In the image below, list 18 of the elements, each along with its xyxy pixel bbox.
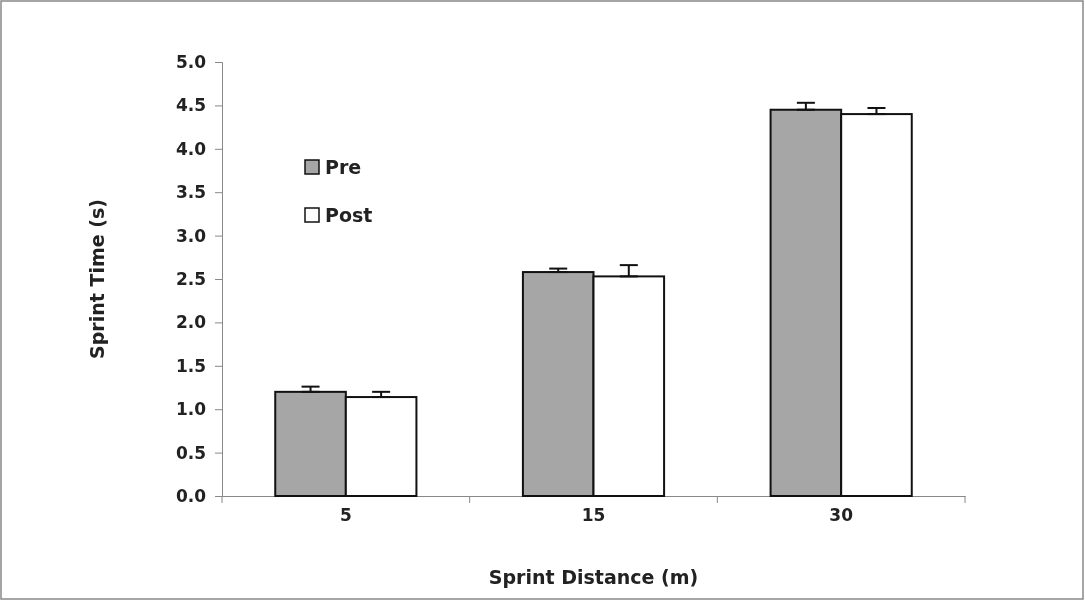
y-tick-label: 0.5 xyxy=(175,442,206,463)
y-tick-label: 1.5 xyxy=(175,355,206,376)
y-tick-label: 4.5 xyxy=(175,95,206,116)
y-tick-label: 1.0 xyxy=(175,399,207,420)
x-tick-label: 5 xyxy=(339,505,352,526)
y-tick-label: 5.0 xyxy=(175,51,207,72)
legend-label: Pre xyxy=(325,155,362,178)
x-tick-label: 15 xyxy=(581,505,606,526)
y-tick-label: 2.5 xyxy=(175,268,206,289)
legend-label: Post xyxy=(325,203,373,226)
y-tick-label: 2.0 xyxy=(175,312,207,333)
x-axis-title: Sprint Distance (m) xyxy=(488,566,699,588)
y-tick-label: 3.5 xyxy=(175,182,206,203)
y-axis-title: Sprint Time (s) xyxy=(86,199,108,359)
y-tick-label: 3.0 xyxy=(175,225,207,246)
y-tick-label: 4.0 xyxy=(175,138,207,159)
y-tick-label: 0.0 xyxy=(175,485,207,506)
x-tick-label: 30 xyxy=(829,505,854,526)
